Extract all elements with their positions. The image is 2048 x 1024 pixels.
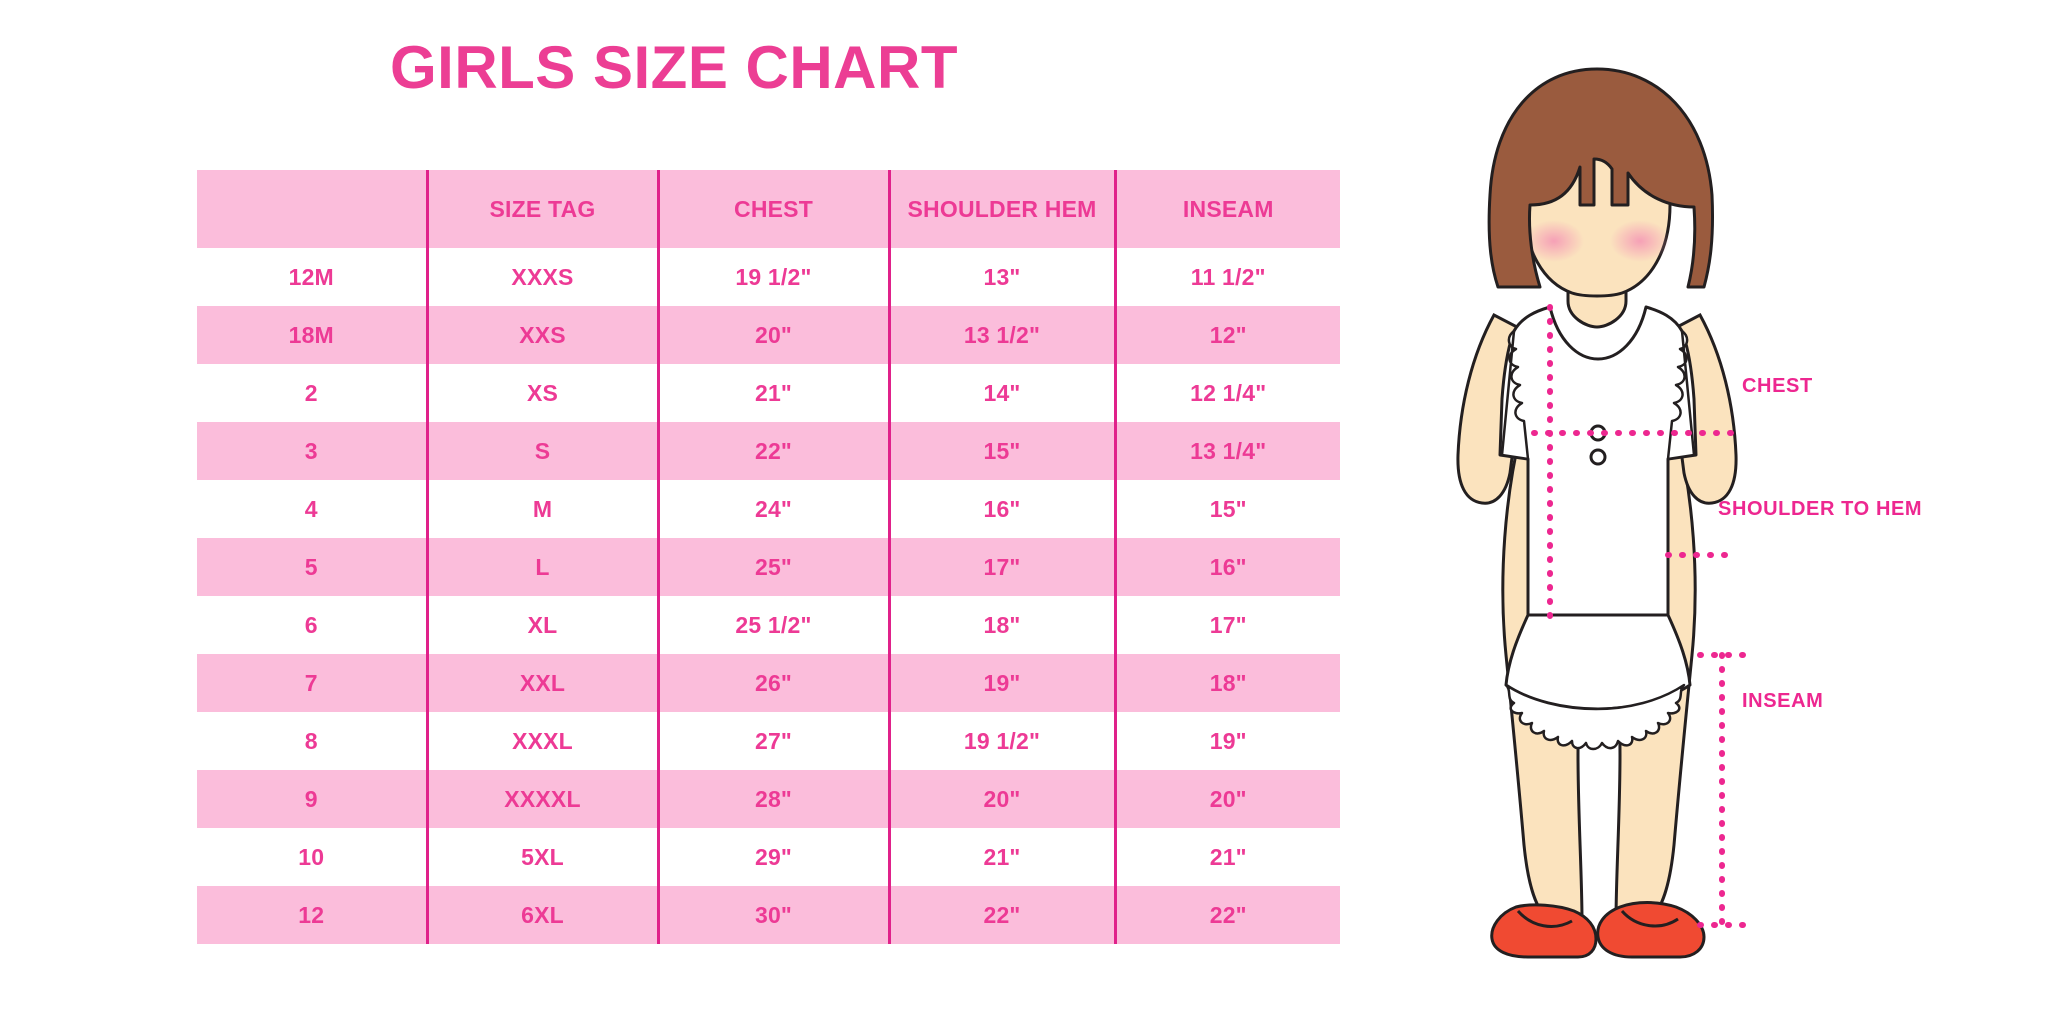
cell-shoulder-hem: 19": [887, 654, 1115, 712]
cell-size: 6: [197, 596, 427, 654]
cell-chest: 20": [656, 306, 889, 364]
cell-size: 7: [197, 654, 427, 712]
cell-size: 2: [197, 364, 427, 422]
table-row: 18M XXS 20" 13 1/2" 12": [197, 306, 1340, 364]
cell-size-tag: M: [425, 480, 658, 538]
cell-shoulder-hem: 16": [887, 480, 1115, 538]
table-row: 6 XL 25 1/2" 18" 17": [197, 596, 1340, 654]
cell-size-tag: 6XL: [425, 886, 658, 944]
blush-right: [1610, 220, 1670, 262]
button-bottom: [1589, 448, 1607, 466]
cell-inseam: 21": [1113, 828, 1340, 886]
cell-size-tag: XXS: [425, 306, 658, 364]
cell-inseam: 12 1/4": [1113, 364, 1340, 422]
cell-size: 8: [197, 712, 427, 770]
cell-inseam: 16": [1113, 538, 1340, 596]
cell-chest: 21": [656, 364, 889, 422]
cell-shoulder-hem: 13": [887, 248, 1115, 306]
cell-inseam: 20": [1113, 770, 1340, 828]
cell-inseam: 11 1/2": [1113, 248, 1340, 306]
cell-chest: 30": [656, 886, 889, 944]
size-chart-table: SIZE TAG CHEST SHOULDER HEM INSEAM 12M X…: [197, 170, 1340, 944]
inseam-guide: [1697, 652, 1747, 928]
cell-shoulder-hem: 18": [887, 596, 1115, 654]
cell-chest: 25 1/2": [656, 596, 889, 654]
cell-size: 10: [197, 828, 427, 886]
table-row: 9 XXXXL 28" 20" 20": [197, 770, 1340, 828]
cell-size: 3: [197, 422, 427, 480]
table-header: SIZE TAG CHEST SHOULDER HEM INSEAM: [197, 170, 1340, 248]
cell-chest: 19 1/2": [656, 248, 889, 306]
cell-shoulder-hem: 13 1/2": [887, 306, 1115, 364]
header-row: SIZE TAG CHEST SHOULDER HEM INSEAM: [197, 170, 1340, 248]
table-row: 7 XXL 26" 19" 18": [197, 654, 1340, 712]
girl-illustration: [1432, 55, 1762, 965]
callout-chest: CHEST: [1742, 375, 1813, 397]
cell-size-tag: XXXXL: [425, 770, 658, 828]
cell-chest: 26": [656, 654, 889, 712]
table-row: 8 XXXL 27" 19 1/2" 19": [197, 712, 1340, 770]
column-header-inseam: INSEAM: [1113, 170, 1340, 248]
cell-size-tag: XXXL: [425, 712, 658, 770]
cell-size: 4: [197, 480, 427, 538]
cell-shoulder-hem: 15": [887, 422, 1115, 480]
cell-size-tag: XXL: [425, 654, 658, 712]
callout-inseam: INSEAM: [1742, 690, 1824, 712]
cell-size: 9: [197, 770, 427, 828]
size-chart-table-container: SIZE TAG CHEST SHOULDER HEM INSEAM 12M X…: [197, 170, 1340, 944]
cell-inseam: 22": [1113, 886, 1340, 944]
cell-size-tag: XL: [425, 596, 658, 654]
table-row: 2 XS 21" 14" 12 1/4": [197, 364, 1340, 422]
cell-inseam: 15": [1113, 480, 1340, 538]
table-row: 4 M 24" 16" 15": [197, 480, 1340, 538]
cell-size: 12: [197, 886, 427, 944]
table-body: 12M XXXS 19 1/2" 13" 11 1/2" 18M XXS 20"…: [197, 248, 1340, 944]
cell-shoulder-hem: 20": [887, 770, 1115, 828]
cell-shoulder-hem: 19 1/2": [887, 712, 1115, 770]
cell-chest: 29": [656, 828, 889, 886]
table-row: 12 6XL 30" 22" 22": [197, 886, 1340, 944]
measurement-guides: [1531, 304, 1735, 620]
callout-shoulder-to-hem: SHOULDER TO HEM: [1718, 498, 1923, 520]
cell-size-tag: 5XL: [425, 828, 658, 886]
cell-size: 12M: [197, 248, 427, 306]
table-row: 10 5XL 29" 21" 21": [197, 828, 1340, 886]
cell-chest: 25": [656, 538, 889, 596]
cell-inseam: 13 1/4": [1113, 422, 1340, 480]
top-shape: [1498, 305, 1698, 617]
cell-size: 18M: [197, 306, 427, 364]
shoes-shape: [1490, 901, 1706, 959]
table-row: 3 S 22" 15" 13 1/4": [197, 422, 1340, 480]
cell-shoulder-hem: 22": [887, 886, 1115, 944]
cell-chest: 27": [656, 712, 889, 770]
skirt-shape: [1504, 613, 1692, 751]
column-header-chest: CHEST: [656, 170, 889, 248]
cell-shoulder-hem: 21": [887, 828, 1115, 886]
table-row: 12M XXXS 19 1/2" 13" 11 1/2": [197, 248, 1340, 306]
cell-inseam: 18": [1113, 654, 1340, 712]
table-row: 5 L 25" 17" 16": [197, 538, 1340, 596]
blush-left: [1524, 220, 1584, 262]
column-header-shoulder-hem: SHOULDER HEM: [887, 170, 1115, 248]
cell-chest: 24": [656, 480, 889, 538]
cell-shoulder-hem: 17": [887, 538, 1115, 596]
cell-inseam: 17": [1113, 596, 1340, 654]
page-title: GIRLS SIZE CHART: [389, 34, 958, 101]
hair-shape: [1487, 67, 1715, 289]
cell-size-tag: S: [425, 422, 658, 480]
cell-inseam: 12": [1113, 306, 1340, 364]
cell-size: 5: [197, 538, 427, 596]
cell-chest: 28": [656, 770, 889, 828]
cell-size-tag: XXXS: [425, 248, 658, 306]
cell-size-tag: XS: [425, 364, 658, 422]
column-header-size-tag: SIZE TAG: [425, 170, 658, 248]
cell-chest: 22": [656, 422, 889, 480]
cell-shoulder-hem: 14": [887, 364, 1115, 422]
cell-inseam: 19": [1113, 712, 1340, 770]
cell-size-tag: L: [425, 538, 658, 596]
column-header-size: [197, 170, 427, 248]
